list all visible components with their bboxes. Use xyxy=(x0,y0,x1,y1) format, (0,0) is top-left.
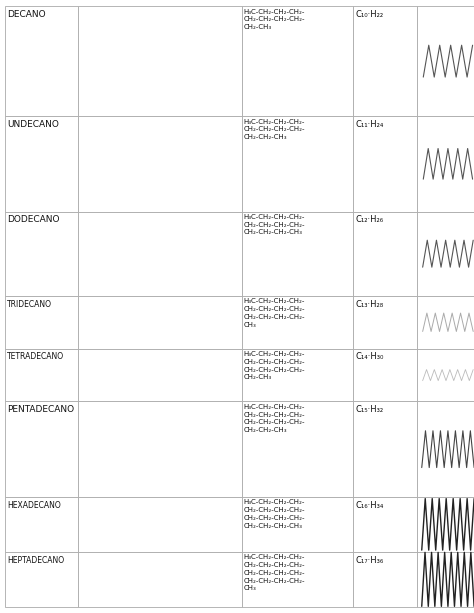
Bar xyxy=(242,6,353,116)
Bar xyxy=(5,296,78,349)
Bar xyxy=(417,6,474,116)
Bar xyxy=(242,402,353,497)
Bar xyxy=(78,211,242,296)
Bar xyxy=(78,497,242,552)
Bar xyxy=(5,552,78,607)
Bar xyxy=(353,552,417,607)
Bar xyxy=(242,296,353,349)
Bar xyxy=(417,211,474,296)
Bar xyxy=(78,552,242,607)
Text: H₃C-CH₂-CH₂-CH₂-
CH₂-CH₂-CH₂-CH₂-
CH₂-CH₃: H₃C-CH₂-CH₂-CH₂- CH₂-CH₂-CH₂-CH₂- CH₂-CH… xyxy=(244,9,305,30)
Text: H₃C-CH₂-CH₂-CH₂-
CH₂-CH₂-CH₂-CH₂-
CH₂-CH₂-CH₂-CH₂-
CH₂-CH₃: H₃C-CH₂-CH₂-CH₂- CH₂-CH₂-CH₂-CH₂- CH₂-CH… xyxy=(244,351,305,381)
Bar xyxy=(353,497,417,552)
Bar xyxy=(417,402,474,497)
Bar xyxy=(353,402,417,497)
Bar xyxy=(78,6,242,116)
Bar xyxy=(78,296,242,349)
Text: HEXADECANO: HEXADECANO xyxy=(7,501,61,509)
Bar xyxy=(417,349,474,402)
Text: C₁₄·H₃₀: C₁₄·H₃₀ xyxy=(355,352,383,361)
Text: H₃C-CH₂-CH₂-CH₂-
CH₂-CH₂-CH₂-CH₂-
CH₂-CH₂-CH₂-CH₂-
CH₃: H₃C-CH₂-CH₂-CH₂- CH₂-CH₂-CH₂-CH₂- CH₂-CH… xyxy=(244,299,305,327)
Text: C₁₁·H₂₄: C₁₁·H₂₄ xyxy=(355,120,383,129)
Text: C₁₇·H₃₆: C₁₇·H₃₆ xyxy=(355,555,383,565)
Bar xyxy=(5,6,78,116)
Text: DODECANO: DODECANO xyxy=(7,215,60,224)
Bar xyxy=(353,6,417,116)
Bar xyxy=(78,116,242,211)
Bar xyxy=(417,296,474,349)
Text: H₃C-CH₂-CH₂-CH₂-
CH₂-CH₂-CH₂-CH₂-
CH₂-CH₂-CH₂-CH₃: H₃C-CH₂-CH₂-CH₂- CH₂-CH₂-CH₂-CH₂- CH₂-CH… xyxy=(244,214,305,235)
Bar xyxy=(242,497,353,552)
Bar xyxy=(78,349,242,402)
Text: TRIDECANO: TRIDECANO xyxy=(7,300,52,308)
Bar xyxy=(353,349,417,402)
Bar xyxy=(242,552,353,607)
Bar xyxy=(242,349,353,402)
Text: HEPTADECANO: HEPTADECANO xyxy=(7,555,64,565)
Text: H₃C-CH₂-CH₂-CH₂-
CH₂-CH₂-CH₂-CH₂-
CH₂-CH₂-CH₃: H₃C-CH₂-CH₂-CH₂- CH₂-CH₂-CH₂-CH₂- CH₂-CH… xyxy=(244,118,305,140)
Bar xyxy=(417,552,474,607)
Text: UNDECANO: UNDECANO xyxy=(7,120,59,129)
Text: C₁₆·H₃₄: C₁₆·H₃₄ xyxy=(355,501,383,509)
Bar xyxy=(242,116,353,211)
Bar xyxy=(5,402,78,497)
Bar xyxy=(353,116,417,211)
Text: PENTADECANO: PENTADECANO xyxy=(7,405,74,414)
Text: TETRADECANO: TETRADECANO xyxy=(7,352,64,361)
Bar xyxy=(353,211,417,296)
Text: C₁₃·H₂₈: C₁₃·H₂₈ xyxy=(355,300,383,308)
Bar xyxy=(78,402,242,497)
Text: H₃C-CH₂-CH₂-CH₂-
CH₂-CH₂-CH₂-CH₂-
CH₂-CH₂-CH₂-CH₂-
CH₂-CH₂-CH₂-CH₃: H₃C-CH₂-CH₂-CH₂- CH₂-CH₂-CH₂-CH₂- CH₂-CH… xyxy=(244,500,305,528)
Bar xyxy=(5,497,78,552)
Text: C₁₂·H₂₆: C₁₂·H₂₆ xyxy=(355,215,383,224)
Text: C₁₀·H₂₂: C₁₀·H₂₂ xyxy=(355,10,383,19)
Text: DECANO: DECANO xyxy=(7,10,46,19)
Bar xyxy=(5,211,78,296)
Text: H₃C-CH₂-CH₂-CH₂-
CH₂-CH₂-CH₂-CH₂-
CH₂-CH₂-CH₂-CH₂-
CH₂-CH₂-CH₂-CH₂-
CH₃: H₃C-CH₂-CH₂-CH₂- CH₂-CH₂-CH₂-CH₂- CH₂-CH… xyxy=(244,554,305,592)
Text: C₁₅·H₃₂: C₁₅·H₃₂ xyxy=(355,405,383,414)
Bar xyxy=(417,116,474,211)
Bar xyxy=(242,211,353,296)
Text: H₃C-CH₂-CH₂-CH₂-
CH₂-CH₂-CH₂-CH₂-
CH₂-CH₂-CH₂-CH₂-
CH₂-CH₂-CH₃: H₃C-CH₂-CH₂-CH₂- CH₂-CH₂-CH₂-CH₂- CH₂-CH… xyxy=(244,404,305,433)
Bar xyxy=(417,497,474,552)
Bar xyxy=(5,116,78,211)
Bar xyxy=(353,296,417,349)
Bar xyxy=(5,349,78,402)
